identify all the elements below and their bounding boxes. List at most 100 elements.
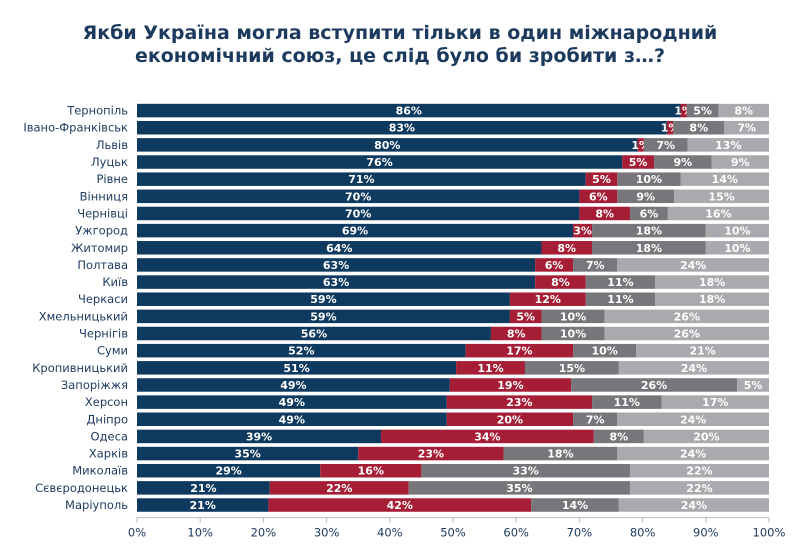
data-label: 10%: [560, 310, 586, 323]
bar-segment-s2: [358, 446, 504, 461]
data-label: 16%: [705, 207, 731, 220]
category-label: Дніпро: [86, 412, 128, 426]
bar-segment-s3: [629, 206, 668, 221]
x-tick-label: 10%: [187, 526, 213, 540]
category-label: Одеса: [91, 429, 128, 443]
bar-segment-s3: [408, 481, 630, 495]
bar-segment-s1: [137, 412, 447, 427]
data-label: 7%: [586, 259, 605, 272]
bar-segment-s3: [673, 120, 725, 135]
bar-segment-s4: [737, 378, 769, 392]
bar-segment-s4: [655, 292, 769, 306]
bar-segment-s3: [531, 498, 619, 512]
category-label: Вінниця: [80, 189, 128, 203]
bar-segment-s2: [446, 412, 574, 427]
bar-segment-s4: [629, 481, 769, 495]
bar-segment-s3: [503, 446, 618, 461]
data-label: 86%: [396, 105, 422, 118]
bar-segment-s2: [381, 429, 594, 444]
data-label: 26%: [641, 379, 667, 392]
data-label: 24%: [680, 413, 706, 426]
bar-segment-s3: [421, 463, 630, 478]
bar-segment-s3: [643, 138, 688, 152]
bar-segment-s2: [637, 138, 644, 152]
bar-segment-s1: [137, 498, 269, 512]
category-label: Запоріжжя: [61, 378, 128, 392]
data-label: 23%: [418, 448, 444, 461]
bar-segment-s1: [137, 275, 536, 289]
data-label: 9%: [673, 156, 692, 169]
data-label: 6%: [545, 259, 564, 272]
data-label: 6%: [589, 190, 608, 203]
bar-segment-s2: [535, 258, 574, 272]
data-label: 7%: [656, 139, 675, 152]
bar-segment-s1: [137, 258, 536, 272]
data-label: 10%: [592, 345, 618, 358]
bar-segment-s2: [446, 395, 593, 409]
bar-segment-s1: [137, 206, 580, 221]
x-tick-label: 30%: [314, 526, 340, 540]
bar-segment-s2: [456, 361, 525, 375]
bar-segment-s3: [524, 361, 619, 375]
bar-segment-s1: [137, 481, 270, 495]
x-tick-label: 0%: [128, 526, 146, 540]
data-label: 52%: [288, 345, 314, 358]
data-label: 76%: [366, 156, 392, 169]
bar-segment-s2: [680, 103, 687, 118]
bar-segment-s4: [636, 343, 769, 358]
bar-segment-s2: [666, 120, 674, 135]
data-label: 63%: [323, 276, 349, 289]
bar-segment-s4: [604, 326, 769, 341]
category-label: Тернопіль: [66, 104, 128, 118]
data-label: 24%: [681, 362, 707, 375]
bar-segment-s2: [449, 378, 572, 392]
bar-segment-s3: [617, 172, 681, 186]
bar-segment-s3: [585, 292, 656, 306]
bar-segment-s2: [579, 189, 618, 204]
bar-segment-s3: [573, 343, 637, 358]
category-label: Хмельницький: [39, 309, 128, 323]
data-label: 80%: [374, 139, 400, 152]
data-label: 6%: [640, 207, 659, 220]
data-label: 5%: [592, 173, 611, 186]
data-label: 33%: [513, 465, 539, 478]
category-label: Житомир: [71, 241, 128, 255]
data-label: 42%: [387, 499, 413, 512]
bar-segment-s3: [686, 103, 719, 118]
bar-segment-s1: [137, 223, 574, 238]
data-label: 18%: [699, 276, 725, 289]
x-tick-label: 100%: [753, 526, 786, 540]
bar-segment-s4: [617, 412, 769, 427]
bar-segment-s1: [137, 463, 321, 478]
data-label: 9%: [731, 156, 750, 169]
data-label: 22%: [686, 482, 712, 495]
data-label: 71%: [348, 173, 374, 186]
data-label: 10%: [724, 242, 750, 255]
bar-segment-s2: [269, 481, 409, 495]
bar-segment-s4: [724, 120, 769, 135]
bar-segment-s2: [535, 275, 586, 289]
bar-segment-s2: [585, 172, 618, 186]
category-label: Миколаїв: [72, 464, 128, 478]
data-label: 22%: [686, 465, 712, 478]
data-label: 29%: [215, 465, 241, 478]
category-label: Кропивницький: [32, 361, 128, 375]
data-label: 39%: [246, 430, 272, 443]
data-label: 69%: [342, 225, 368, 238]
bar-segment-s1: [137, 120, 667, 135]
bar-segment-s3: [573, 412, 618, 427]
data-label: 8%: [557, 242, 576, 255]
data-label: 13%: [715, 139, 741, 152]
bar-segment-s2: [573, 223, 593, 238]
bar-segment-s4: [705, 241, 769, 255]
data-label: 14%: [562, 499, 588, 512]
x-tick-label: 90%: [693, 526, 719, 540]
bar-segment-s3: [541, 326, 605, 341]
data-label: 11%: [607, 293, 633, 306]
data-label: 10%: [724, 225, 750, 238]
data-label: 5%: [629, 156, 648, 169]
bar-segment-s3: [617, 189, 675, 204]
data-label: 8%: [689, 122, 708, 135]
x-tick-label: 40%: [377, 526, 403, 540]
bar-segment-s2: [509, 309, 542, 324]
